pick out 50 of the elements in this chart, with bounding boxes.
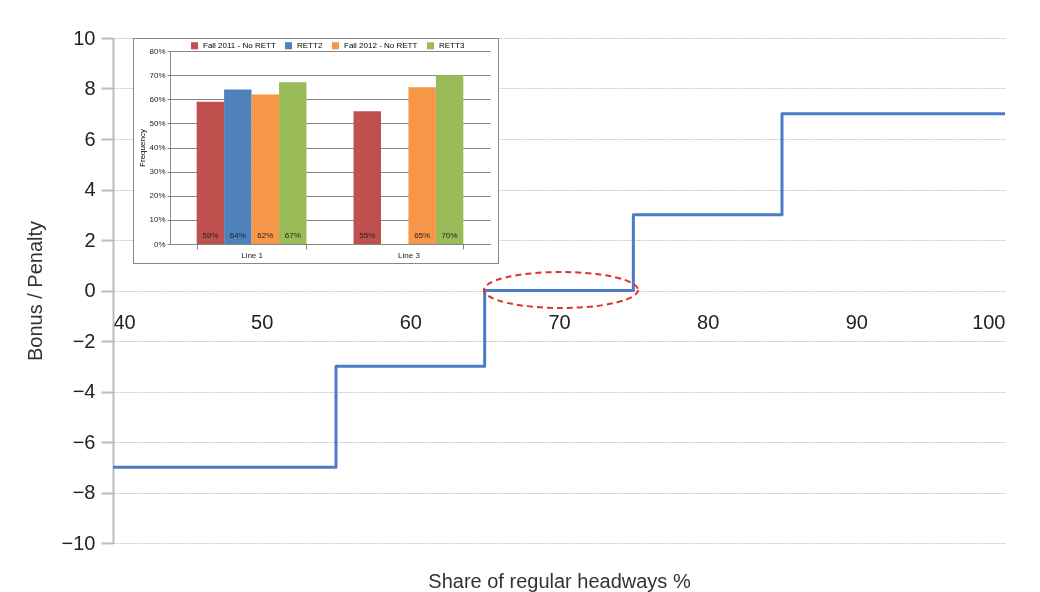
bar (224, 89, 252, 244)
legend-label: Fall 2012 - No RETT (344, 40, 418, 50)
y-tick-label: 40% (149, 143, 166, 152)
y-tick-label: 30% (149, 167, 166, 177)
x-tick-label: 100 (972, 311, 1006, 333)
y-tick-label: 2 (84, 228, 96, 251)
x-tick-label: 90 (845, 311, 868, 333)
x-tick-label: Line 1 (241, 250, 264, 260)
data-label: 59% (202, 231, 219, 240)
y-tick-label: 10 (73, 26, 96, 49)
data-label: 70% (441, 231, 458, 240)
y-tick-label: −6 (72, 430, 96, 453)
y-tick-label: 50% (149, 118, 166, 128)
y-tick-label: 80% (149, 46, 166, 56)
y-tick-label: 10% (149, 215, 166, 225)
y-tick-label: 6 (84, 127, 96, 150)
bar (408, 87, 436, 244)
y-tick-label: 4 (84, 178, 96, 200)
bar (196, 101, 225, 244)
x-tick-label: 60 (399, 311, 422, 333)
y-axis-title: Bonus / Penalty (23, 220, 46, 362)
bar (251, 94, 280, 244)
bar (435, 75, 464, 244)
y-tick-label: −4 (72, 380, 96, 402)
bar (279, 82, 307, 244)
x-tick-label: 50 (251, 311, 274, 333)
legend-label: Fall 2011 - No RETT (203, 40, 276, 50)
y-tick-label: −8 (72, 481, 96, 503)
y-tick-label: 70% (149, 70, 166, 80)
x-tick-label: 80 (697, 311, 720, 333)
x-tick-label: Line 3 (398, 250, 421, 260)
data-label: 55% (359, 231, 376, 240)
bar (353, 111, 381, 244)
legend-label: RETT3 (439, 40, 465, 50)
legend-label: RETT2 (297, 40, 323, 50)
y-tick-label: 20% (149, 191, 166, 201)
y-tick-label: 0 (84, 279, 96, 301)
y-tick-label: −2 (72, 329, 96, 352)
y-axis-title: Frequency (138, 129, 148, 167)
data-label: 65% (414, 231, 431, 240)
x-tick-label: 70 (548, 311, 571, 333)
data-label: 62% (257, 231, 274, 240)
y-tick-label: −10 (61, 531, 96, 554)
y-tick-label: 60% (149, 94, 166, 104)
y-tick-label: 0% (153, 239, 166, 249)
data-label: 67% (284, 231, 301, 240)
y-tick-label: 8 (84, 77, 96, 99)
data-label: 64% (229, 231, 246, 240)
x-tick-label: 40 (113, 311, 136, 333)
x-axis-title: Share of regular headways % (428, 569, 691, 592)
